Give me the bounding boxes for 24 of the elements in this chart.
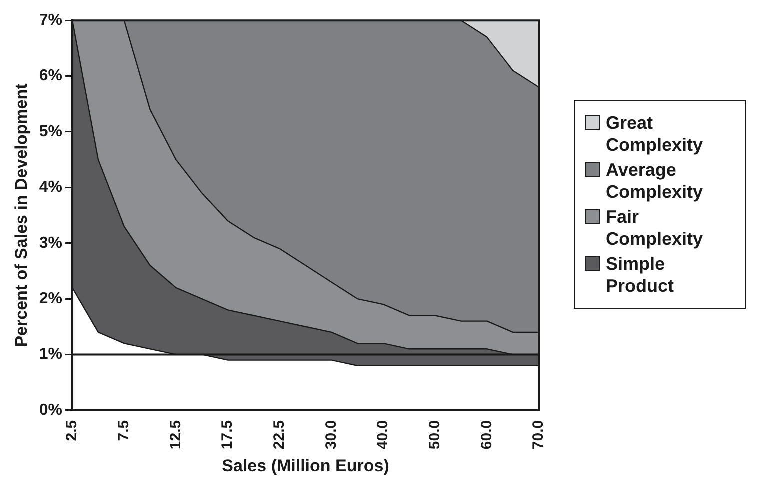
y-tick-label: 5% — [39, 123, 63, 140]
x-tick-label: 22.5 — [270, 420, 288, 450]
y-tick-label: 3% — [39, 234, 63, 252]
legend-label: Great Complexity — [606, 112, 704, 156]
x-tick-label: 2.5 — [64, 420, 81, 442]
legend-label: Average Complexity — [606, 159, 704, 203]
x-axis-title: Sales (Million Euros) — [222, 456, 390, 476]
x-tick-label: 30.0 — [322, 420, 340, 450]
y-tick-label: 2% — [39, 290, 63, 308]
x-tick-label: 12.5 — [167, 420, 184, 450]
x-tick-label: 7.5 — [115, 420, 132, 442]
legend-label: Fair Complexity — [606, 206, 704, 250]
x-tick-label: 50.0 — [426, 420, 444, 450]
y-axis-title: Percent of Sales in Development — [12, 83, 31, 348]
x-tick-label: 40.0 — [374, 420, 392, 450]
legend-label: Simple Product — [606, 253, 676, 297]
y-tick-label: 4% — [39, 179, 63, 196]
y-tick-label: 0% — [39, 402, 63, 419]
x-tick-label: 70.0 — [530, 420, 548, 450]
x-tick-label: 60.0 — [478, 420, 496, 450]
y-tick-label: 7% — [39, 12, 63, 30]
y-tick-label: 6% — [39, 68, 63, 85]
y-tick-label: 1% — [39, 346, 63, 364]
x-tick-label: 17.5 — [219, 420, 236, 450]
